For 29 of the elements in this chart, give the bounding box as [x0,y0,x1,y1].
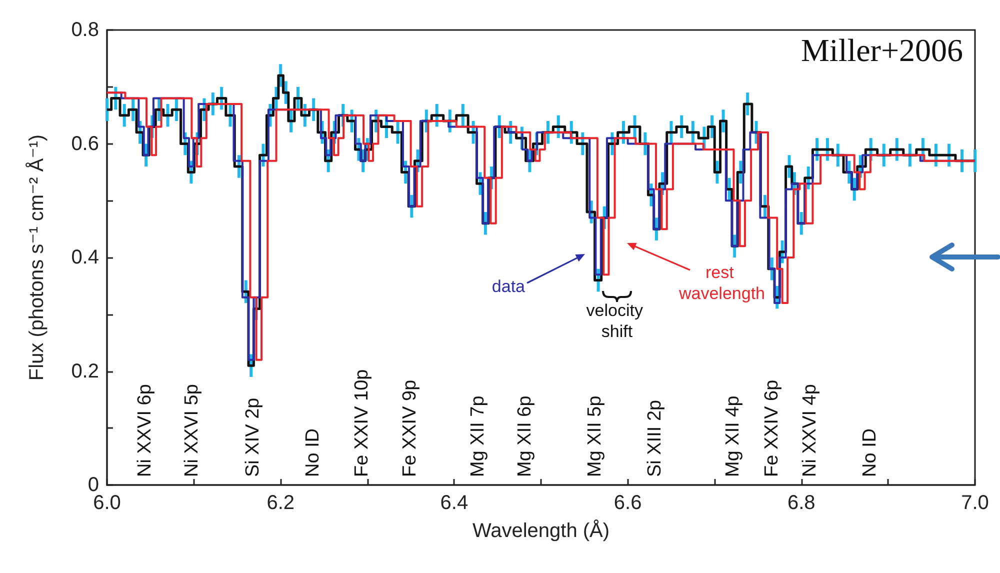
annotation: Mg XII 7p [468,396,488,477]
annotation: Fe XXIV 10p [352,369,372,477]
annotation: No ID [302,428,324,477]
annotation: rest wavelength [678,263,766,303]
annotation: No ID [860,428,880,477]
annotation: Fe XXIV 9p [400,380,420,477]
annotation: Fe XXIV 6p [762,380,782,477]
annotation: Si XIV 2p [242,398,264,477]
annotation: data [492,277,526,296]
annotation: Ni XXVI 5p [182,384,202,477]
y-tick-label: 0.6 [71,132,99,155]
y-tick-label: 0.4 [71,246,99,268]
annotation: Si XIII 2p [644,400,666,477]
x-tick-label: 7.0 [961,492,989,514]
x-tick-label: 6.2 [266,492,295,514]
annotation: Mg XII 6p [514,396,536,477]
y-axis-title: Flux (photons s⁻¹ cm⁻² Å⁻¹) [25,134,48,381]
y-tick-label: 0.8 [71,19,99,41]
annotation: velocity shift [586,301,648,341]
x-axis-title: Wavelength (Å) [472,519,610,542]
x-tick-label: 6.4 [440,492,468,514]
annotation: Ni XXVI 4p [800,384,820,477]
annotation: Miller+2006 [800,32,963,68]
x-tick-label: 6.6 [614,492,642,514]
x-tick-label: 6.8 [787,492,816,514]
y-tick-label: 0.2 [71,360,99,382]
annotation: Mg XII 4p [722,396,744,477]
annotation: Ni XXVI 6p [134,384,156,477]
annotation: Mg XII 5p [584,396,606,477]
